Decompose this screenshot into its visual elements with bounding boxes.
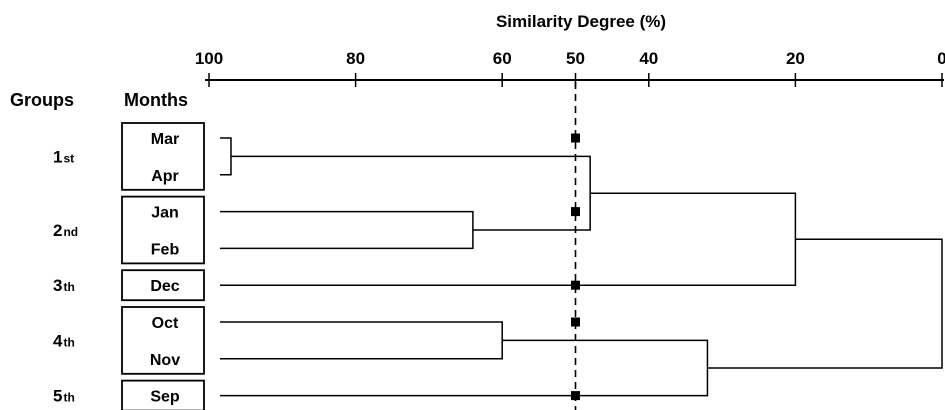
group-number: 3 — [53, 276, 62, 295]
group-number: 1 — [53, 147, 62, 166]
group-box-4 — [121, 306, 205, 375]
month-label-feb: Feb — [151, 241, 180, 258]
link-m4 — [230, 155, 591, 231]
group-suffix: th — [63, 280, 74, 294]
link-m6 — [220, 192, 797, 286]
cut-marker-oct — [571, 317, 580, 327]
link-m7 — [707, 238, 943, 369]
x-tick-label-0: 0 — [937, 49, 945, 68]
link-m3 — [220, 321, 503, 360]
group-box-2 — [121, 195, 205, 265]
link-m1 — [220, 137, 232, 176]
link-m2 — [220, 210, 474, 250]
month-label-nov: Nov — [150, 352, 180, 369]
x-tick-label-40: 40 — [639, 49, 658, 68]
month-label-jan: Jan — [151, 205, 179, 222]
group-number: 2 — [53, 221, 62, 240]
x-tick-label-100: 100 — [195, 49, 223, 68]
group-label-4: 4th — [53, 331, 75, 350]
group-label-5: 5th — [53, 387, 75, 406]
cut-marker-sep — [571, 391, 580, 401]
group-label-3: 3th — [53, 276, 75, 295]
cut-marker-mar — [571, 133, 580, 143]
group-label-1: 1st — [53, 147, 74, 166]
group-box-1 — [121, 122, 205, 191]
group-suffix: nd — [63, 225, 78, 239]
x-tick-label-50: 50 — [566, 49, 585, 68]
month-label-mar: Mar — [151, 131, 179, 148]
group-suffix: th — [63, 335, 74, 349]
group-suffix: th — [63, 391, 74, 405]
x-tick-label-80: 80 — [346, 49, 365, 68]
cut-marker-dec — [571, 280, 580, 290]
group-label-2: 2nd — [53, 221, 78, 240]
group-box-5 — [121, 379, 205, 410]
group-suffix: st — [63, 151, 74, 165]
month-label-sep: Sep — [150, 389, 180, 406]
months-column-header: Months — [124, 90, 188, 110]
x-tick-label-20: 20 — [786, 49, 805, 68]
group-box-3 — [121, 269, 205, 302]
group-number: 4 — [53, 331, 63, 350]
x-axis-title: Similarity Degree (%) — [496, 12, 666, 31]
group-number: 5 — [53, 387, 62, 406]
month-label-oct: Oct — [152, 315, 179, 332]
link-m5 — [220, 339, 709, 397]
x-tick-label-60: 60 — [493, 49, 512, 68]
groups-column-header: Groups — [10, 90, 74, 110]
month-label-dec: Dec — [150, 278, 179, 295]
cut-marker-jan — [571, 207, 580, 217]
month-label-apr: Apr — [151, 168, 179, 185]
